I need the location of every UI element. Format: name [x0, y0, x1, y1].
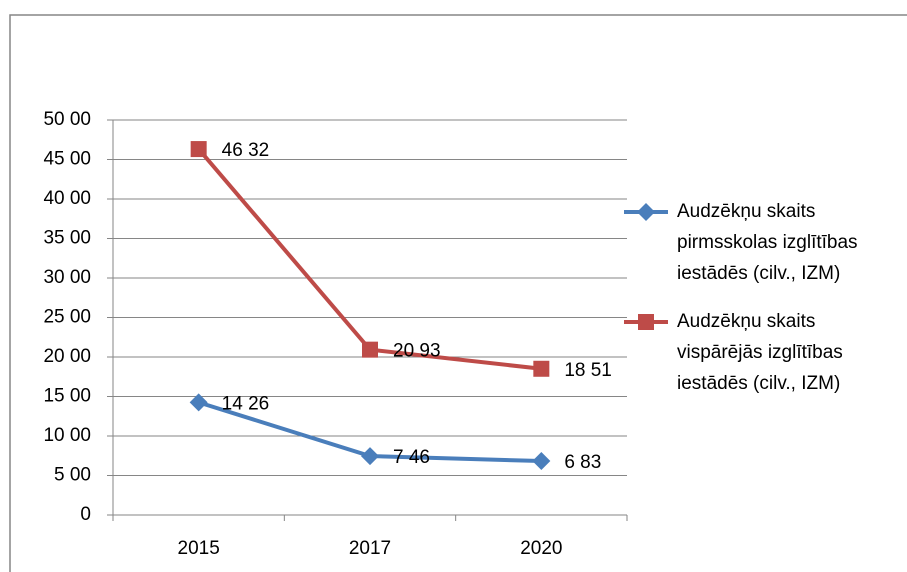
data-point [533, 360, 550, 377]
x-tick-label: 2015 [178, 538, 220, 559]
data-label: 14 26 [222, 393, 270, 414]
data-point [190, 141, 207, 158]
data-point [362, 341, 378, 358]
y-tick-label: 45 00 [43, 149, 91, 170]
legend-label: Audzēkņu skaits pirmsskolas izglītības ies… [677, 201, 858, 284]
legend-label: Audzēkņu skaits vispārējās izglītības iest… [677, 311, 843, 394]
y-tick-label: 20 00 [43, 346, 91, 367]
y-tick-label: 35 00 [43, 228, 91, 249]
y-tick-label: 50 00 [43, 109, 91, 130]
x-tick-label: 2017 [349, 538, 391, 559]
data-point [361, 447, 379, 466]
data-point [532, 452, 551, 471]
legend-marker [637, 203, 655, 221]
y-tick-label: 40 00 [43, 188, 91, 209]
data-label: 46 32 [222, 140, 270, 161]
y-tick-label: 30 00 [43, 267, 91, 288]
x-tick-label: 2020 [520, 538, 562, 559]
data-label: 6 83 [564, 452, 601, 473]
data-label: 7 46 [393, 447, 430, 468]
y-tick-label: 10 00 [43, 425, 91, 446]
chart-frame [9, 14, 907, 572]
legend-marker [638, 314, 654, 330]
y-tick-label: 5 00 [54, 465, 91, 486]
y-tick-label: 0 [80, 504, 91, 525]
y-tick-label: 25 00 [43, 307, 91, 328]
y-tick-label: 15 00 [43, 386, 91, 407]
data-label: 18 51 [564, 360, 612, 381]
data-point [189, 393, 208, 412]
data-label: 20 93 [393, 341, 441, 362]
